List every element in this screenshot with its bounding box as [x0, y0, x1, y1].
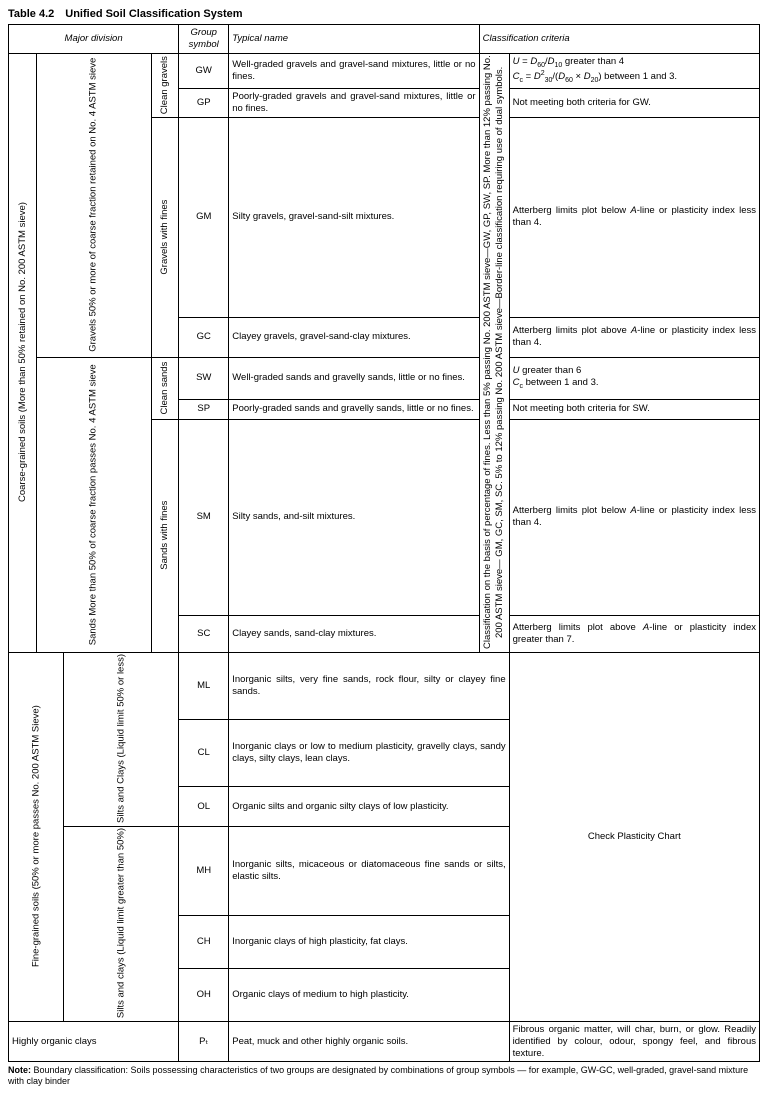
- clean-sands: Clean sands: [151, 357, 179, 419]
- sym-cl: CL: [179, 719, 229, 786]
- header-row: Major division Group symbol Typical name…: [9, 25, 760, 54]
- crit-sm: Atterberg limits plot below A-line or pl…: [509, 419, 759, 615]
- sym-sm: SM: [179, 419, 229, 615]
- hdr-major: Major division: [9, 25, 179, 54]
- crit-gw: U = D60/D10 greater than 4Cc = D230/(D60…: [509, 53, 759, 88]
- gravels: Gravels 50% or more of coarse fraction r…: [36, 53, 151, 357]
- sym-ol: OL: [179, 787, 229, 826]
- hdr-criteria: Classification criteria: [479, 25, 759, 54]
- hdr-group: Group symbol: [179, 25, 229, 54]
- sym-gp: GP: [179, 89, 229, 118]
- sym-gm: GM: [179, 117, 229, 317]
- crit-sw: U greater than 6Cc between 1 and 3.: [509, 357, 759, 399]
- clean-gravels: Clean gravels: [151, 53, 179, 117]
- name-sc: Clayey sands, sand-clay mixtures.: [229, 615, 479, 652]
- crit-pt: Fibrous organic matter, will char, burn,…: [509, 1021, 759, 1062]
- uscs-table: Major division Group symbol Typical name…: [8, 24, 760, 1062]
- fine-grained: Fine-grained soils (50% or more passes N…: [9, 652, 64, 1021]
- name-gm: Silty gravels, gravel-sand-silt mixtures…: [229, 117, 479, 317]
- crit-sp: Not meeting both criteria for SW.: [509, 399, 759, 419]
- name-sw: Well-graded sands and gravelly sands, li…: [229, 357, 479, 399]
- sym-pt: Pₜ: [179, 1021, 229, 1062]
- sym-ch: CH: [179, 916, 229, 969]
- gravels-fines: Gravels with fines: [151, 117, 179, 357]
- sym-sc: SC: [179, 615, 229, 652]
- name-ml: Inorganic silts, very fine sands, rock f…: [229, 652, 509, 719]
- organic: Highly organic clays: [9, 1021, 179, 1062]
- crit-gm: Atterberg limits plot below A-line or pl…: [509, 117, 759, 317]
- crit-chart: Check Plasticity Chart: [509, 652, 759, 1021]
- sym-mh: MH: [179, 826, 229, 916]
- name-pt: Peat, muck and other highly organic soil…: [229, 1021, 509, 1062]
- table-caption: Table 4.2 Unified Soil Classification Sy…: [8, 8, 760, 20]
- silts-low: Silts and Clays (Liquid limit 50% or les…: [64, 652, 179, 826]
- crit-basis: Classification on the basis of percentag…: [479, 53, 509, 652]
- sym-ml: ML: [179, 652, 229, 719]
- sym-gc: GC: [179, 317, 229, 357]
- name-gc: Clayey gravels, gravel-sand-clay mixture…: [229, 317, 479, 357]
- name-gw: Well-graded gravels and gravel-sand mixt…: [229, 53, 479, 88]
- crit-gp: Not meeting both criteria for GW.: [509, 89, 759, 118]
- hdr-typical: Typical name: [229, 25, 479, 54]
- name-gp: Poorly-graded gravels and gravel-sand mi…: [229, 89, 479, 118]
- silts-high: Silts and clays (Liquid limit greater th…: [64, 826, 179, 1021]
- name-sm: Silty sands, and-silt mixtures.: [229, 419, 479, 615]
- name-ch: Inorganic clays of high plasticity, fat …: [229, 916, 509, 969]
- sym-sw: SW: [179, 357, 229, 399]
- crit-gc: Atterberg limits plot above A-line or pl…: [509, 317, 759, 357]
- name-cl: Inorganic clays or low to medium plastic…: [229, 719, 509, 786]
- sands-fines: Sands with fines: [151, 419, 179, 652]
- sands: Sands More than 50% of coarse fraction p…: [36, 357, 151, 652]
- sym-gw: GW: [179, 53, 229, 88]
- name-mh: Inorganic silts, micaceous or diatomaceo…: [229, 826, 509, 916]
- sym-sp: SP: [179, 399, 229, 419]
- name-sp: Poorly-graded sands and gravelly sands, …: [229, 399, 479, 419]
- coarse-grained: Coarse-grained soils (More than 50% reta…: [9, 53, 37, 652]
- sym-oh: OH: [179, 969, 229, 1022]
- footnote: Note: Boundary classification: Soils pos…: [8, 1065, 760, 1087]
- name-oh: Organic clays of medium to high plastici…: [229, 969, 509, 1022]
- crit-sc: Atterberg limits plot above A-line or pl…: [509, 615, 759, 652]
- name-ol: Organic silts and organic silty clays of…: [229, 787, 509, 826]
